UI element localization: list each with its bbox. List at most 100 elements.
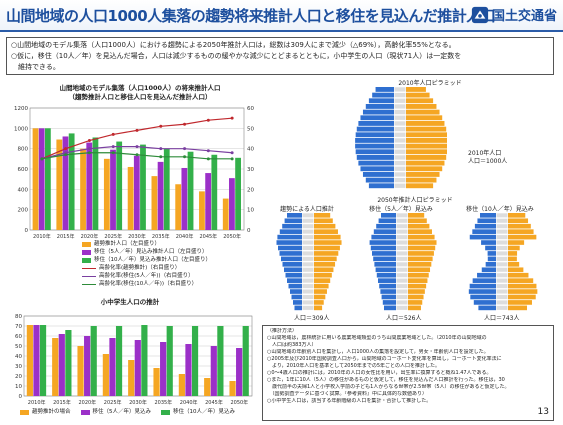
pyramid-female-bar (406, 172, 440, 177)
pyramid-male-bar (470, 294, 496, 300)
x-tick-label: 2050年 (223, 233, 241, 240)
pyramid-age-label (396, 224, 408, 229)
pyramid-male-bar (293, 300, 302, 305)
pyramid-female-bar (406, 138, 447, 143)
bar (229, 381, 236, 396)
pyramid-age-label (394, 177, 406, 183)
rate-point (230, 116, 234, 120)
bar (185, 344, 192, 396)
intro-line: 維持できる。 (11, 63, 60, 71)
intro-summary-box: ○山間地域のモデル集落（人口1000人）における趨勢による2050年推計人口は，… (6, 37, 554, 75)
pyramid-male-bar (365, 177, 394, 183)
pyramid-male-bar (378, 278, 396, 283)
pyramid-female-bar (406, 143, 447, 149)
pyramid-age-label (396, 289, 408, 294)
pyramid-female-bar (406, 104, 437, 109)
pyramid-male-bar (355, 149, 394, 155)
bar (166, 326, 173, 396)
intro-line: ○仮に，移住（10人／年）を見込んだ場合，人口は減少するものの緩やかな減少にとど… (11, 52, 462, 60)
legend-swatch (82, 283, 96, 285)
bar (211, 154, 218, 230)
pyramid-male-bar (478, 305, 496, 311)
org-name: 国土交通省 (491, 9, 557, 24)
pyramid-male-bar (487, 251, 496, 256)
x-tick-label: 2015年 (53, 399, 71, 406)
pyramid-male-bar (380, 289, 396, 294)
pyramid-female-bar (314, 213, 331, 218)
pyramid-age-label (394, 132, 406, 137)
bar (160, 342, 167, 396)
legend-label: 移住（5人／年）見込み (92, 409, 152, 415)
pyramid-female-bar (406, 166, 443, 172)
x-tick-label: 2040年 (176, 233, 194, 240)
population-projection-chart: 0 200 400 600 800 1000 1200 0 10 20 30 40 50 60 2010年 2… (14, 106, 254, 240)
legend-swatch (82, 257, 91, 263)
bar (229, 178, 235, 230)
rate-point (135, 128, 139, 132)
rate-point (87, 151, 91, 155)
bar (151, 176, 158, 230)
pyramid-female-bar (406, 98, 434, 104)
pyramid-age-label (396, 240, 408, 245)
pyramid-female-bar (508, 234, 537, 240)
pyramid-female-bar (408, 240, 437, 245)
pyramid-male-bar (384, 305, 396, 311)
pyramid-age-label (302, 213, 314, 218)
pyramid-female-bar (314, 305, 323, 311)
pyramid-female-bar (406, 109, 440, 115)
pyramid-male-bar (291, 294, 302, 300)
y-tick-label: 10 (15, 384, 22, 390)
pyramid-age-label (394, 115, 406, 120)
rate-point (230, 151, 234, 155)
bar (33, 325, 40, 396)
pyramid-male-bar (469, 283, 496, 289)
pyramid-female-bar (406, 126, 447, 132)
y-tick-label: 0 (19, 394, 23, 400)
pyramid-male-bar (379, 283, 396, 289)
pyramid-male-bar (474, 223, 496, 229)
pyramid-migration5-caption: 人口＝526人 (386, 315, 422, 322)
pyramid-female-bar (508, 300, 532, 305)
pyramid-2050-section-title: 2050年推計人口ピラミッド (377, 197, 453, 204)
x-tick-label: 2025年 (104, 233, 122, 240)
bar (235, 157, 241, 230)
pyramid-migration10-title: 移住（10人／年）見込み (466, 206, 534, 213)
pyramid-age-label (496, 218, 508, 223)
pyramid-female-bar (508, 278, 534, 283)
pyramid-male-bar (485, 262, 496, 267)
pyramid-age-label (396, 273, 408, 278)
page-title: 山間地域の人口1000人集落の趨勢将来推計人口と移住を見込んだ推計人口 (6, 7, 496, 25)
y-tick-label: 800 (18, 147, 29, 153)
pyramid-male-bar (381, 213, 396, 218)
mlit-logo-icon (471, 6, 489, 23)
rate-point (159, 147, 163, 151)
y-tick-label: 40 (15, 354, 22, 360)
school-population-chart: 0 10 20 30 40 50 60 70 80 2010年 2015年 2020年 2025年 203… (15, 314, 253, 406)
pyramid-male-bar (279, 229, 302, 234)
pyramid-male-bar (282, 262, 302, 267)
legend-label: 趨勢推計人口（左目盛り） (94, 241, 161, 247)
bar (157, 161, 164, 230)
bar (163, 148, 170, 230)
pyramid-male-bar (369, 240, 396, 245)
pyramid-age-label (496, 284, 508, 289)
pyramid-female-bar (408, 289, 425, 294)
pyramid-age-label (396, 245, 408, 251)
bar (52, 338, 59, 396)
pyramid-female-bar (408, 234, 435, 240)
pyramid-male-bar (382, 300, 396, 305)
rate-point (183, 155, 187, 159)
pyramid-age-label (394, 121, 406, 126)
main-chart-title-line1: 山間地域のモデル集落（人口1000人）の将来推計人口 (59, 84, 221, 92)
header-bar: 山間地域の人口1000人集落の趨勢将来推計人口と移住を見込んだ推計人口 国土交通… (0, 0, 563, 32)
bar (39, 325, 47, 396)
pyramid-2010-note2: 人口＝1000人 (468, 158, 508, 165)
pyramid-male-bar (276, 240, 302, 245)
pyramid-male-bar (288, 283, 302, 289)
pyramid-2010-note1: 2010年人口 (468, 150, 502, 157)
pyramid-female-bar (314, 234, 341, 240)
pyramid-male-bar (375, 87, 394, 92)
pyramid-male-bar (368, 98, 394, 104)
pyramid-male-bar (294, 305, 302, 311)
pyramid-age-label (302, 240, 314, 245)
